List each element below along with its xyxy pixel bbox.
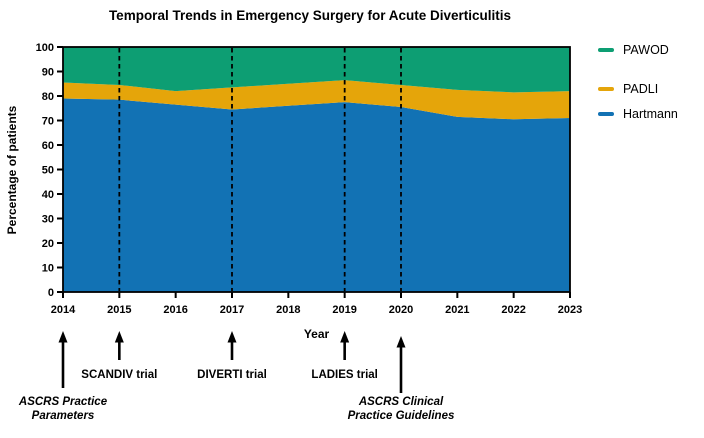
x-tick-label: 2021 (445, 304, 469, 316)
event-dashed-lines (118, 48, 402, 291)
x-tick-label: 2020 (389, 304, 413, 316)
y-tick-label: 100 (36, 42, 54, 54)
x-tick-label: 2022 (501, 304, 525, 316)
arrowhead-2015 (114, 331, 124, 343)
pawod-swatch-icon (598, 47, 614, 52)
x-tick-label: 2016 (163, 304, 187, 316)
legend-label: Hartmann (623, 106, 678, 121)
y-tick-label: 20 (42, 238, 54, 250)
y-tick-label: 70 (42, 116, 54, 128)
x-tick-label: 2018 (276, 304, 300, 316)
stacked-areas (63, 47, 570, 292)
y-tick-label: 50 (42, 165, 54, 177)
y-tick-label: 0 (48, 287, 54, 299)
annotation-label-scandiv-trial: SCANDIV trial (81, 369, 158, 381)
y-tick-label: 10 (42, 263, 54, 275)
x-tick-label: 2015 (107, 304, 131, 316)
annotation-arrows (58, 331, 406, 393)
x-tick-label: 2014 (51, 304, 76, 316)
legend-item-hartmann: Hartmann (598, 106, 678, 121)
y-tick-label: 80 (42, 91, 54, 103)
y-tick-label: 30 (42, 214, 54, 226)
arrowhead-2017 (227, 331, 237, 343)
y-axis-title: Percentage of patients (5, 105, 19, 234)
arrowhead-2019 (340, 331, 350, 343)
legend-item-padli: PADLI (598, 81, 658, 96)
x-tick-label: 2019 (332, 304, 356, 316)
annotation-label-diverti-trial: DIVERTI trial (197, 369, 267, 381)
chart-title: Temporal Trends in Emergency Surgery for… (108, 8, 512, 23)
legend-label: PADLI (623, 81, 659, 96)
arrowhead-2014 (58, 331, 68, 343)
x-tick-label: 2017 (220, 304, 244, 316)
y-tick-label: 40 (42, 189, 54, 201)
annotation-label-ladies-trial: LADIES trial (311, 369, 378, 381)
annotation-label-ascrs-clinical-practice-guidelines: ASCRS Clinical Practice Guidelines (347, 396, 455, 422)
x-tick-label: 2023 (558, 304, 582, 316)
y-tick-label: 60 (42, 140, 54, 152)
legend-label: PAWOD (623, 42, 669, 57)
hartmann-swatch-icon (598, 111, 614, 116)
legend-item-pawod: PAWOD (598, 42, 669, 57)
y-tick-label: 90 (42, 67, 54, 79)
arrowhead-2020 (396, 336, 406, 348)
area-padli (63, 80, 570, 120)
axis-ticks: 0 10 20 30 40 50 60 70 80 90 100 2014 2015 2016 2017 20… (36, 42, 583, 316)
area-pawod (63, 47, 570, 93)
padli-swatch-icon (598, 86, 614, 91)
area-hartmann (63, 98, 570, 292)
annotation-label-ascrs-practice-parameters: ASCRS Practice Parameters (18, 396, 108, 422)
